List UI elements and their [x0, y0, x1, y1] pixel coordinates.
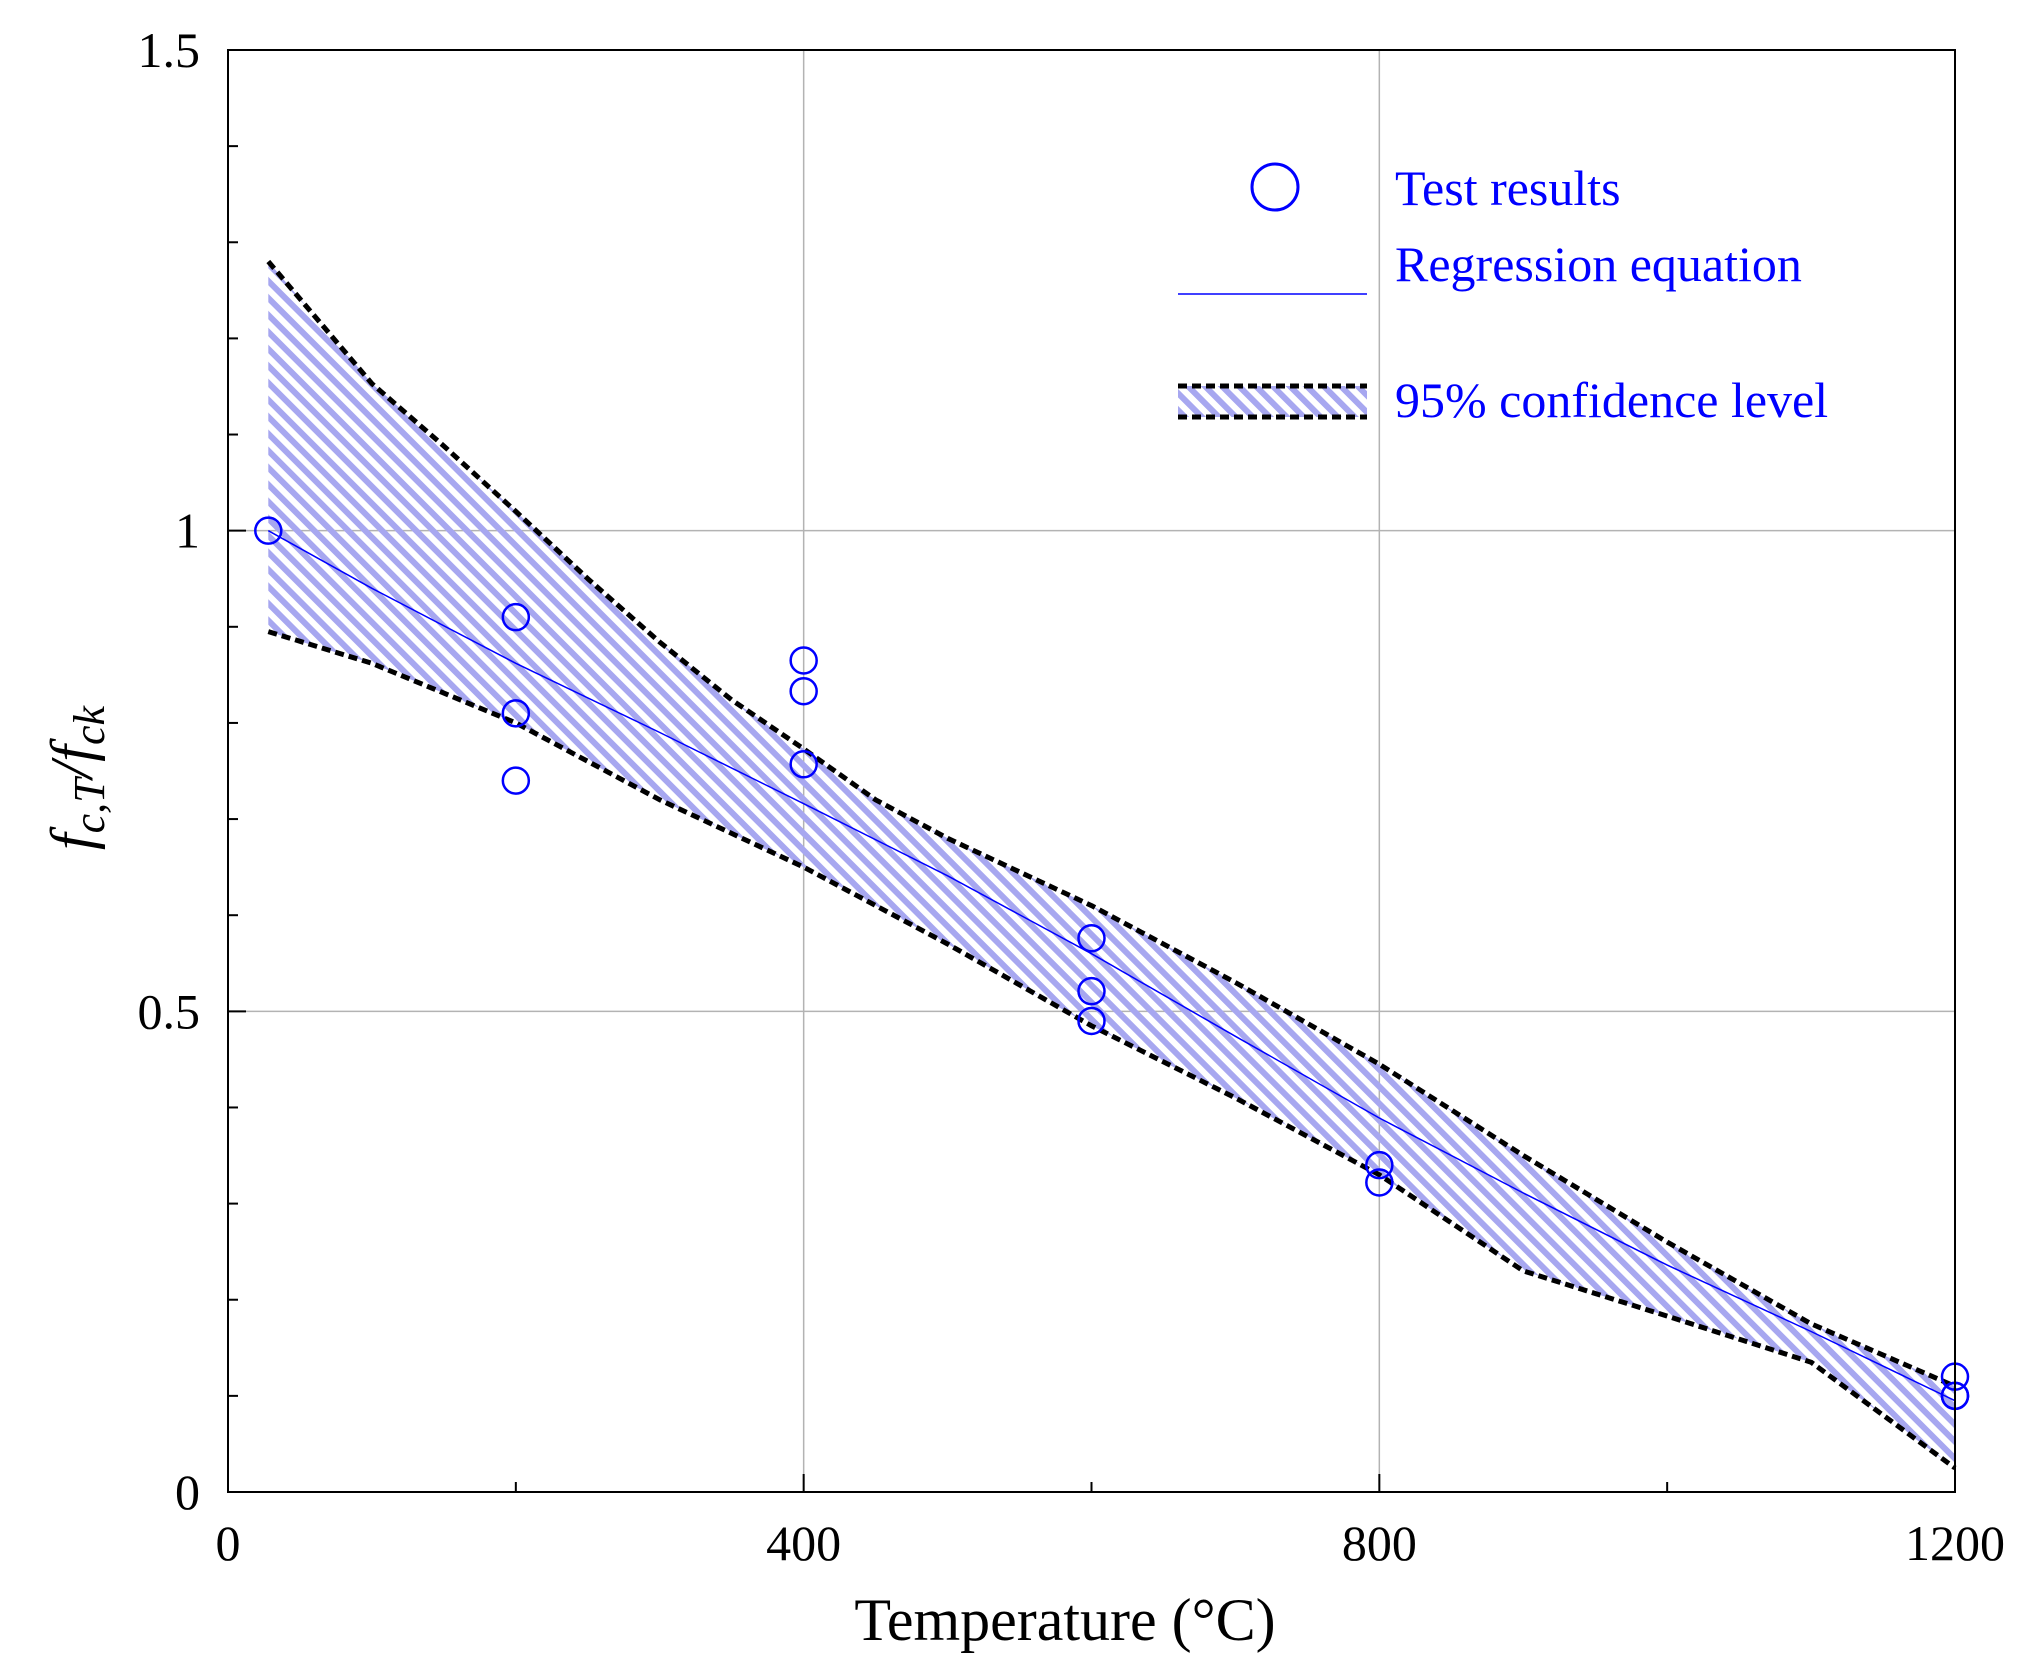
y-axis-title-comma: , — [65, 803, 114, 814]
y-tick-label-2: 1 — [175, 503, 200, 559]
y-axis-title-sub2: ck — [65, 704, 114, 745]
legend-confidence-label: 95% confidence level — [1395, 372, 1828, 428]
x-axis-title: Temperature (°C) — [854, 1587, 1275, 1653]
test-point-1 — [501, 602, 531, 632]
test-point-10 — [1365, 1150, 1394, 1180]
confidence-lower-line — [267, 629, 1957, 1471]
test-point-4 — [789, 646, 818, 675]
test-point-2 — [501, 699, 531, 728]
legend-test-results-marker — [1250, 162, 1300, 212]
test-point-9 — [1077, 1006, 1106, 1036]
legend: Test results Regression equation 95% con… — [1178, 160, 1828, 428]
y-tick-label-1: 0.5 — [138, 983, 201, 1039]
regression-line — [267, 530, 1956, 1402]
test-point-3 — [501, 766, 531, 795]
x-tick-label-0: 0 — [216, 1515, 241, 1571]
confidence-band-layer — [268, 261, 1955, 1468]
y-axis-title-sub1: c — [65, 813, 114, 833]
legend-test-results-label: Test results — [1395, 160, 1621, 216]
test-point-8 — [1077, 976, 1106, 1006]
y-axis-title: fc,T/fck — [39, 704, 114, 850]
legend-regression-label: Regression equation — [1395, 236, 1802, 292]
y-axis-title-T: T — [65, 775, 114, 803]
x-tick-label-1: 400 — [766, 1515, 841, 1571]
confidence-band-area — [268, 261, 1955, 1468]
y-tick-label-0: 0 — [175, 1464, 200, 1520]
confidence-upper-line — [266, 259, 1956, 1389]
test-point-6 — [789, 750, 818, 779]
test-point-7 — [1077, 924, 1106, 953]
test-point-5 — [789, 676, 818, 706]
test-point-11 — [1365, 1168, 1394, 1197]
axis-layer — [227, 49, 1956, 1493]
x-tick-label-2: 800 — [1342, 1515, 1417, 1571]
y-tick-label-3: 1.5 — [138, 22, 201, 78]
test-point-0 — [254, 516, 283, 545]
tick-label-layer: 0 400 800 1200 0 0.5 1 1.5 — [138, 22, 2006, 1571]
legend-confidence-band-swatch — [1178, 386, 1367, 417]
line-layer — [266, 259, 1957, 1471]
x-tick-label-3: 1200 — [1905, 1515, 2005, 1571]
